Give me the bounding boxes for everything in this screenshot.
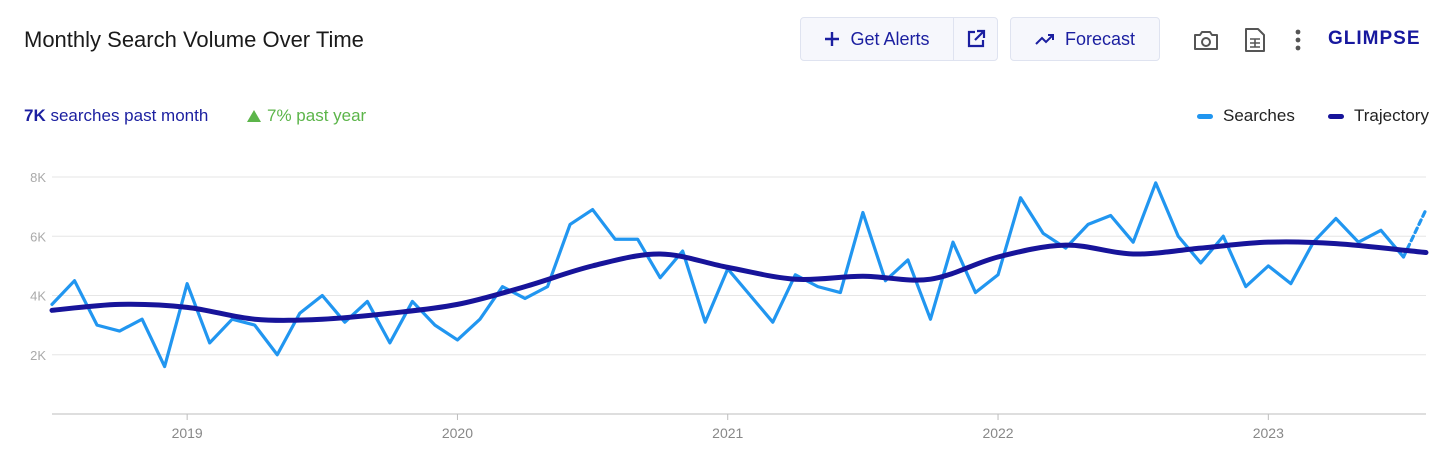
legend-label-searches: Searches (1223, 106, 1295, 125)
legend-swatch-trajectory (1328, 113, 1344, 119)
x-tick-label: 2020 (442, 425, 473, 441)
x-tick-label: 2023 (1253, 425, 1284, 441)
camera-icon (1194, 31, 1218, 50)
spreadsheet-icon (1245, 28, 1265, 52)
up-arrow-icon (247, 110, 261, 122)
forecast-button[interactable]: Forecast (1010, 17, 1160, 61)
legend-trajectory[interactable]: Trajectory (1328, 106, 1429, 126)
legend-searches[interactable]: Searches (1197, 106, 1295, 126)
more-vertical-icon (1295, 29, 1301, 51)
y-tick-label: 8K (30, 170, 46, 185)
y-tick-label: 4K (30, 289, 46, 304)
volume-suffix: searches past month (50, 106, 209, 125)
forecast-label: Forecast (1064, 28, 1136, 49)
get-alerts-label: Get Alerts (850, 28, 930, 49)
search-volume-chart: 2K 4K 6K 8K 2019 2020 2021 2022 2023 (30, 170, 1429, 441)
legend-swatch-searches (1197, 113, 1213, 119)
page-title: Monthly Search Volume Over Time (24, 27, 364, 52)
x-tick-label: 2021 (712, 425, 743, 441)
legend-label-trajectory: Trajectory (1354, 106, 1429, 125)
growth-text: 7% past year (267, 106, 367, 125)
external-link-icon (967, 29, 985, 48)
trending-up-icon (1035, 34, 1054, 45)
searches-series-line (50, 181, 1406, 369)
volume-value: 7K (24, 106, 46, 125)
search-volume-stat: 7K searches past month (24, 106, 208, 126)
screenshot-button[interactable] (1192, 26, 1220, 54)
growth-stat: 7% past year (247, 106, 366, 126)
trajectory-series-line (49, 239, 1429, 323)
x-tick-label: 2022 (982, 425, 1013, 441)
glimpse-logo[interactable]: GLIMPSE (1328, 28, 1421, 49)
get-alerts-button[interactable]: Get Alerts (800, 17, 954, 61)
y-tick-label: 6K (30, 229, 46, 244)
plus-icon (825, 32, 840, 46)
x-tick-label: 2019 (172, 425, 203, 441)
open-external-button[interactable] (953, 17, 998, 61)
y-tick-label: 2K (30, 348, 46, 363)
more-options-button[interactable] (1284, 26, 1312, 54)
export-csv-button[interactable] (1241, 26, 1269, 54)
